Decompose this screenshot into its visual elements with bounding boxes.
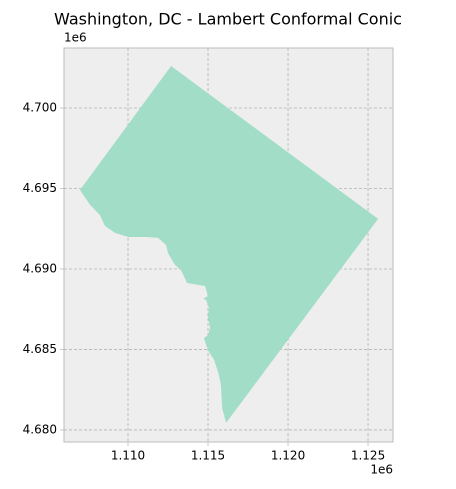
x-tick-label: 1.120 — [271, 449, 305, 463]
y-tick-label: 4.695 — [23, 181, 57, 195]
x-tick-label: 1.110 — [111, 449, 145, 463]
y-tick-label: 4.685 — [23, 342, 57, 356]
district-shape — [80, 66, 379, 423]
x-tick-label: 1.115 — [191, 449, 225, 463]
x-offset-label: 1e6 — [370, 463, 393, 477]
y-tick-label: 4.700 — [23, 101, 57, 115]
y-offset-label: 1e6 — [64, 31, 87, 45]
y-tick-label: 4.690 — [23, 261, 57, 275]
plot-frame — [63, 47, 394, 443]
chart-title: Washington, DC - Lambert Conformal Conic — [54, 10, 402, 29]
y-tick-label: 4.680 — [23, 422, 57, 436]
x-tick-label: 1.125 — [351, 449, 385, 463]
